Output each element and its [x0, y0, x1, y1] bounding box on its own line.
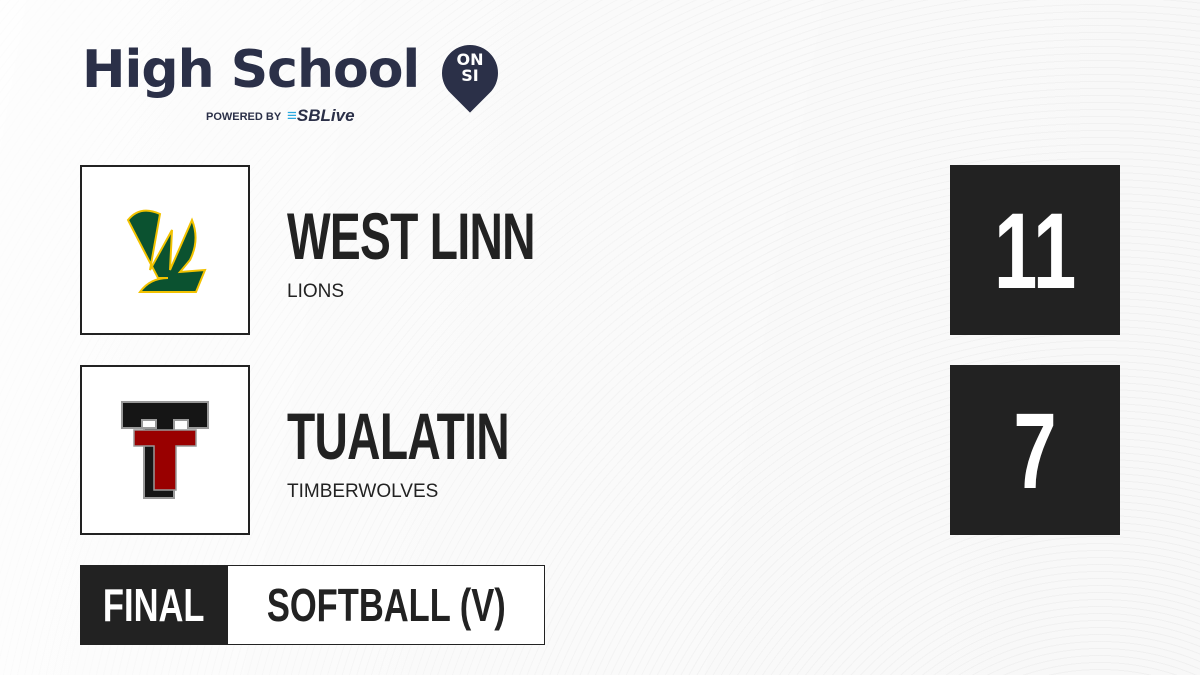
- team-logo-away: [80, 365, 250, 535]
- brand-title: High School: [82, 40, 420, 100]
- badge-line1: ON: [456, 50, 484, 69]
- team-logo-home: [80, 165, 250, 335]
- team-name: WEST LINN: [287, 199, 535, 273]
- team-name: TUALATIN: [287, 399, 510, 473]
- team-score: 7: [950, 365, 1120, 535]
- west-linn-logo-icon: [126, 209, 207, 293]
- partner-name: SBLive: [296, 106, 355, 125]
- powered-by: POWERED BY: [206, 111, 282, 123]
- sport-text: SOFTBALL (V): [266, 579, 506, 631]
- brand-badge: ON SI: [442, 52, 498, 84]
- sport-label: SOFTBALL (V): [227, 565, 545, 645]
- sbl-mark-icon: ≡: [287, 106, 297, 125]
- score-value: 7: [1013, 389, 1057, 511]
- game-status: FINAL: [80, 565, 227, 645]
- tualatin-logo-icon: [121, 401, 209, 499]
- status-label: FINAL: [102, 579, 205, 631]
- team-mascot: TIMBERWOLVES: [287, 481, 439, 502]
- score-value: 11: [993, 189, 1077, 311]
- badge-line2: SI: [461, 66, 479, 85]
- partner-logo: ≡SBLive: [287, 106, 355, 126]
- team-score: 11: [950, 165, 1120, 335]
- team-mascot: LIONS: [287, 281, 345, 302]
